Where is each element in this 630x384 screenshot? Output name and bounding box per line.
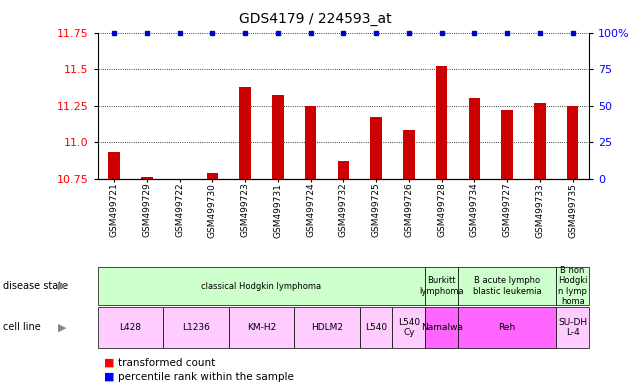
Text: ■: ■ <box>104 358 115 368</box>
Text: disease state: disease state <box>3 281 68 291</box>
Text: Namalwa: Namalwa <box>421 323 462 332</box>
Text: L428: L428 <box>120 323 141 332</box>
Bar <box>207 173 218 179</box>
Text: transformed count: transformed count <box>118 358 215 368</box>
Text: Burkitt
lymphoma: Burkitt lymphoma <box>420 276 464 296</box>
Text: Reh: Reh <box>498 323 516 332</box>
Text: L1236: L1236 <box>182 323 210 332</box>
Bar <box>272 95 284 179</box>
Text: KM-H2: KM-H2 <box>247 323 276 332</box>
Text: percentile rank within the sample: percentile rank within the sample <box>118 372 294 382</box>
Bar <box>141 177 152 179</box>
Text: L540: L540 <box>365 323 387 332</box>
Text: L540
Cy: L540 Cy <box>398 318 420 337</box>
Text: classical Hodgkin lymphoma: classical Hodgkin lymphoma <box>202 281 321 291</box>
Text: ▶: ▶ <box>57 281 66 291</box>
Text: GDS4179 / 224593_at: GDS4179 / 224593_at <box>239 12 391 25</box>
Text: B acute lympho
blastic leukemia: B acute lympho blastic leukemia <box>473 276 541 296</box>
Bar <box>108 152 120 179</box>
Bar <box>370 117 382 179</box>
Bar <box>338 161 349 179</box>
Bar <box>305 106 316 179</box>
Bar <box>239 87 251 179</box>
Text: SU-DH
L-4: SU-DH L-4 <box>558 318 587 337</box>
Bar <box>436 66 447 179</box>
Text: ▶: ▶ <box>57 322 66 333</box>
Bar <box>567 106 578 179</box>
Text: HDLM2: HDLM2 <box>311 323 343 332</box>
Bar <box>174 179 185 183</box>
Bar <box>469 98 480 179</box>
Bar <box>403 131 415 179</box>
Text: cell line: cell line <box>3 322 41 333</box>
Bar <box>534 103 546 179</box>
Bar <box>501 110 513 179</box>
Text: ■: ■ <box>104 372 115 382</box>
Text: B non
Hodgki
n lymp
homa: B non Hodgki n lymp homa <box>558 266 587 306</box>
